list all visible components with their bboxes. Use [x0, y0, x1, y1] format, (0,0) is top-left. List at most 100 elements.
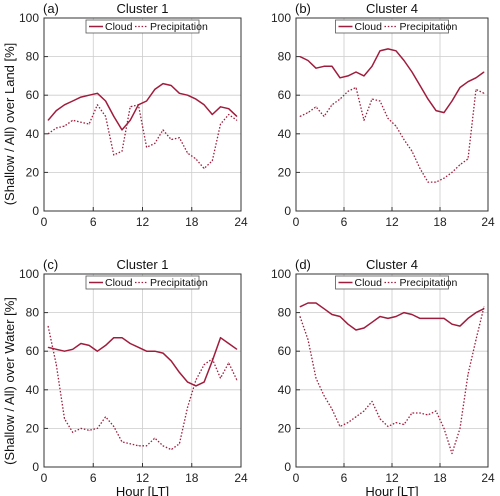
cloud-point: [236, 348, 238, 350]
precip-point: [467, 373, 469, 375]
precip-point: [315, 377, 317, 379]
cloud-point: [146, 100, 148, 102]
x-tick-label: 6: [90, 215, 97, 229]
y-tick-label: 20: [26, 165, 40, 179]
legend-precip-label: Precipitation: [400, 277, 458, 289]
precip-point: [307, 339, 309, 341]
legend-cloud-label: Cloud: [355, 21, 383, 33]
cloud-point: [347, 323, 349, 325]
cloud-point: [220, 106, 221, 108]
cloud-point: [47, 119, 49, 121]
cloud-point: [371, 65, 373, 67]
panel-title: Cluster 1: [116, 257, 168, 272]
precip-point: [88, 429, 90, 431]
precip-point: [179, 137, 180, 139]
x-tick-label: 24: [234, 215, 248, 229]
cloud-point: [459, 87, 461, 88]
y-tick-label: 60: [26, 344, 40, 358]
precip-point: [347, 90, 349, 92]
cloud-point: [347, 75, 349, 77]
cloud-point: [203, 381, 205, 383]
cloud-point: [443, 317, 445, 319]
precip-point: [355, 87, 357, 88]
precip-point: [211, 358, 213, 360]
precip-point: [315, 106, 317, 108]
precip-point: [64, 125, 65, 127]
precip-point: [105, 416, 106, 418]
panel-title: Cluster 4: [366, 1, 418, 16]
y-tick-label: 100: [271, 11, 291, 25]
precip-point: [220, 123, 221, 125]
precip-point: [105, 116, 106, 117]
precip-point: [228, 362, 230, 364]
precip-point: [88, 123, 90, 125]
precip-point: [299, 316, 301, 317]
series-cloud-line: [299, 302, 485, 331]
cloud-point: [162, 352, 164, 354]
precip-point: [427, 181, 429, 183]
cloud-point: [387, 48, 389, 50]
panel-c: 0 6 12 18 24 0 20 40 60 80 100 Cluster 1 (c) Hour [LT…: [19, 257, 248, 496]
precip-point: [379, 418, 381, 420]
precip-point: [331, 408, 333, 410]
cloud-point: [64, 104, 65, 106]
legend-cloud-label: Cloud: [105, 21, 133, 33]
panel-letter: (d): [295, 257, 311, 272]
cloud-point: [323, 65, 325, 67]
precip-point: [203, 364, 205, 366]
cloud-point: [339, 316, 341, 317]
cloud-point: [483, 71, 485, 73]
precip-point: [47, 133, 49, 135]
series-cloud-line: [47, 336, 238, 387]
cloud-point: [47, 346, 49, 348]
precip-point: [55, 364, 57, 366]
x-tick-label: 6: [90, 471, 97, 485]
cloud-point: [427, 98, 429, 100]
legend-precip-label: Precipitation: [150, 21, 208, 33]
x-tick-label: 18: [433, 215, 447, 229]
x-tick-label: 24: [481, 471, 495, 485]
cloud-point: [435, 317, 437, 319]
cloud-point: [80, 343, 82, 344]
cloud-point: [395, 50, 397, 52]
cloud-point: [55, 348, 57, 350]
series-precip-line: [47, 104, 238, 170]
precip-point: [299, 116, 301, 117]
precip-point: [331, 104, 333, 106]
series-cloud-line: [47, 82, 238, 131]
cloud-point: [411, 71, 413, 73]
precip-point: [339, 426, 341, 427]
x-tick-label: 18: [433, 471, 447, 485]
precip-point: [154, 437, 156, 439]
precip-point: [451, 172, 453, 173]
precip-point: [137, 104, 139, 106]
precip-point: [195, 379, 197, 381]
precip-point: [395, 422, 397, 424]
precip-point: [387, 426, 389, 427]
precip-point: [113, 426, 115, 427]
precip-point: [236, 119, 238, 121]
panel-a: 0 6 12 18 24 0 20 40 60 80 100 Cluster 1 (a) Cloud Pre…: [19, 1, 248, 229]
legend-cloud-label: Cloud: [355, 277, 383, 289]
cloud-point: [331, 314, 333, 315]
cloud-point: [146, 350, 148, 352]
y-tick-label: 60: [278, 344, 292, 358]
cloud-point: [55, 110, 57, 112]
panel-letter: (b): [295, 1, 311, 16]
precip-point: [483, 92, 485, 94]
cloud-point: [379, 316, 381, 317]
series-cloud-line: [299, 48, 485, 114]
cloud-point: [96, 350, 98, 352]
y-tick-label: 0: [32, 460, 39, 474]
cloud-point: [121, 337, 123, 339]
x-tick-label: 6: [341, 215, 348, 229]
precip-point: [179, 443, 180, 445]
cloud-point: [72, 100, 74, 102]
cloud-point: [363, 327, 365, 329]
cloud-point: [129, 343, 131, 344]
cloud-point: [315, 302, 317, 304]
x-axis-label: Hour [LT]: [116, 484, 169, 496]
precip-point: [419, 168, 421, 169]
x-tick-label: 6: [341, 471, 348, 485]
